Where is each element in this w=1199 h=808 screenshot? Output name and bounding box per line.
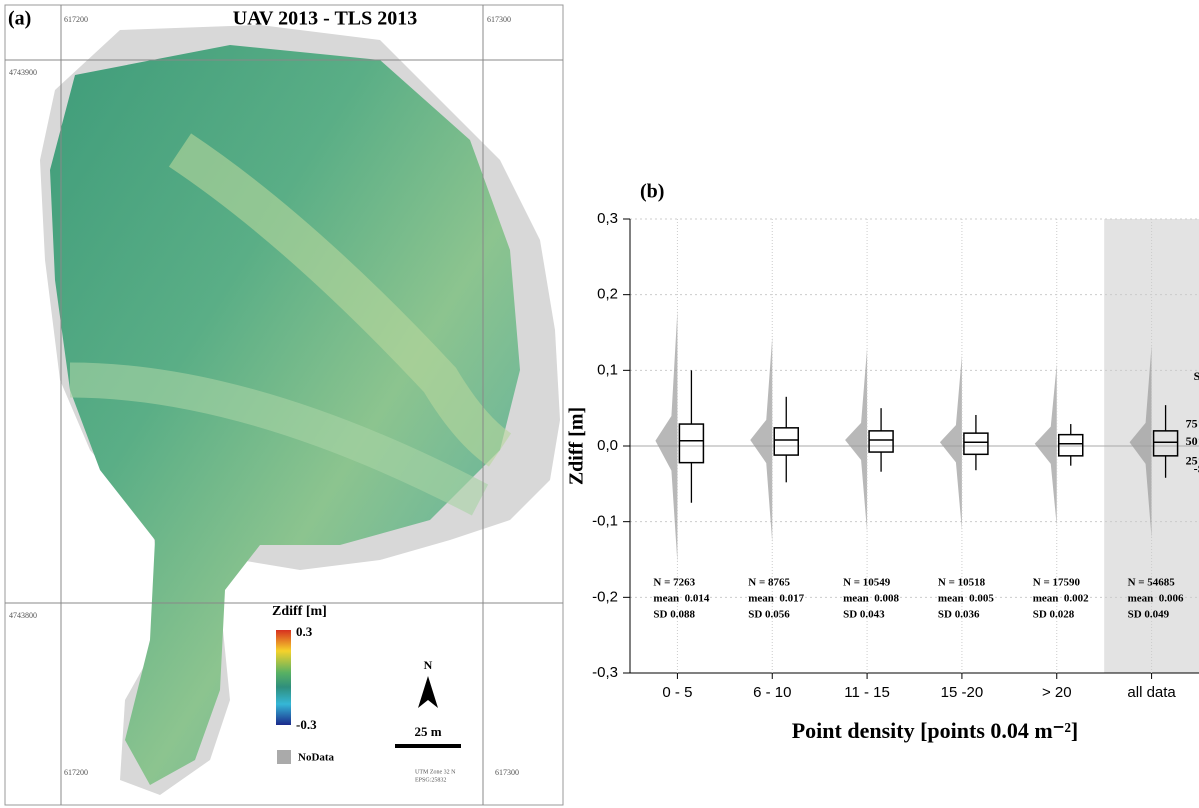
colorbar-min: -0.3 bbox=[296, 717, 317, 732]
stat-label: N = 54685 bbox=[1128, 577, 1176, 589]
easting-label: 617300 bbox=[495, 768, 519, 777]
northing-label: 4743800 bbox=[9, 611, 37, 620]
box bbox=[679, 424, 703, 463]
y-tick-label: -0,3 bbox=[592, 664, 618, 681]
x-axis-label: Point density [points 0.04 m⁻²] bbox=[792, 718, 1079, 743]
box-annotation: SD bbox=[1194, 369, 1199, 383]
stat-label: N = 17590 bbox=[1033, 577, 1081, 589]
density bbox=[940, 355, 962, 530]
stat-label: mean 0.006 bbox=[1128, 593, 1184, 605]
x-tick-label: 11 - 15 bbox=[844, 684, 890, 701]
easting-label: 617200 bbox=[64, 15, 88, 24]
box bbox=[964, 433, 988, 454]
x-tick-label: 6 - 10 bbox=[753, 684, 791, 701]
stat-label: SD 0.056 bbox=[748, 609, 790, 621]
easting-label: 617300 bbox=[487, 15, 511, 24]
y-tick-label: -0,2 bbox=[592, 588, 618, 605]
stat-label: N = 7263 bbox=[653, 577, 695, 589]
panel-label: (b) bbox=[640, 181, 664, 203]
map-title: UAV 2013 - TLS 2013 bbox=[233, 8, 418, 30]
easting-label: 617200 bbox=[64, 768, 88, 777]
x-tick-label: 0 - 5 bbox=[662, 684, 692, 701]
northing-label: 4743900 bbox=[9, 68, 37, 77]
stat-label: N = 10549 bbox=[843, 577, 891, 589]
stat-label: SD 0.088 bbox=[653, 609, 695, 621]
stat-label: mean 0.017 bbox=[748, 593, 804, 605]
stat-label: N = 8765 bbox=[748, 577, 790, 589]
box-annotation: -SD bbox=[1194, 462, 1199, 476]
y-tick-label: -0,1 bbox=[592, 513, 618, 530]
colorbar-max: 0.3 bbox=[296, 624, 313, 639]
figure-canvas: (a) UAV 2013 - TLS 2013 617200 617300 61… bbox=[0, 0, 1199, 808]
nodata-label: NoData bbox=[298, 752, 335, 764]
legend-title: Zdiff [m] bbox=[272, 604, 327, 619]
box-annotation: 50% bbox=[1186, 434, 1199, 448]
density bbox=[655, 310, 677, 562]
crs-label: EPSG:25832 bbox=[415, 777, 446, 783]
box bbox=[869, 431, 893, 452]
y-tick-label: 0,0 bbox=[597, 437, 618, 454]
x-tick-label: > 20 bbox=[1042, 684, 1072, 701]
stat-label: SD 0.043 bbox=[843, 609, 885, 621]
stat-label: N = 10518 bbox=[938, 577, 986, 589]
density bbox=[1035, 364, 1057, 526]
stat-label: mean 0.005 bbox=[938, 593, 994, 605]
figure: (a) UAV 2013 - TLS 2013 617200 617300 61… bbox=[0, 0, 1199, 808]
stat-label: mean 0.008 bbox=[843, 593, 899, 605]
y-tick-label: 0,2 bbox=[597, 286, 618, 303]
density bbox=[750, 337, 772, 543]
stat-label: SD 0.028 bbox=[1033, 609, 1075, 621]
nodata-swatch bbox=[277, 750, 291, 764]
box bbox=[1059, 435, 1083, 456]
box bbox=[774, 428, 798, 455]
y-axis-label: Zdiff [m] bbox=[566, 407, 588, 485]
box-annotation: 75% bbox=[1186, 417, 1199, 431]
y-tick-label: 0,1 bbox=[597, 361, 618, 378]
colorbar bbox=[276, 630, 291, 725]
density bbox=[845, 348, 867, 532]
y-tick-label: 0,3 bbox=[597, 210, 618, 227]
stat-label: SD 0.036 bbox=[938, 609, 980, 621]
crs-label: UTM Zone 32 N bbox=[415, 769, 456, 775]
north-label: N bbox=[424, 658, 433, 672]
stat-label: mean 0.014 bbox=[653, 593, 709, 605]
panel-label: (a) bbox=[8, 8, 31, 30]
x-tick-label: all data bbox=[1127, 684, 1176, 701]
stat-label: SD 0.049 bbox=[1128, 609, 1170, 621]
stat-label: mean 0.002 bbox=[1033, 593, 1089, 605]
x-tick-label: 15 -20 bbox=[941, 684, 984, 701]
scale-label: 25 m bbox=[414, 724, 441, 739]
